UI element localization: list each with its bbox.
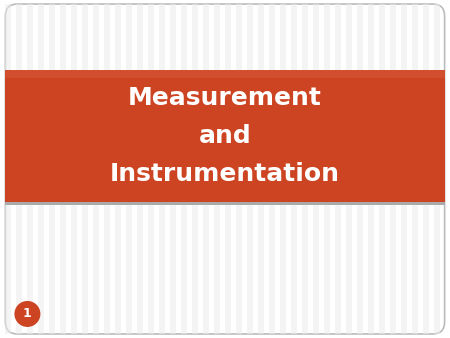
Bar <box>280 4 286 334</box>
Text: Measurement: Measurement <box>128 86 322 110</box>
Bar <box>5 202 445 204</box>
Bar <box>16 4 22 334</box>
Bar <box>346 4 352 334</box>
Bar <box>5 4 11 334</box>
Bar <box>104 4 110 334</box>
Bar <box>171 4 176 334</box>
Text: Instrumentation: Instrumentation <box>110 162 340 186</box>
Bar <box>126 4 132 334</box>
Bar <box>369 4 374 334</box>
Bar <box>148 4 154 334</box>
Bar <box>82 4 88 334</box>
Bar <box>248 4 253 334</box>
Bar <box>159 4 165 334</box>
Bar <box>324 4 330 334</box>
Bar <box>423 4 429 334</box>
Bar <box>60 4 66 334</box>
Bar <box>391 4 396 334</box>
Bar <box>115 4 121 334</box>
Bar <box>357 4 363 334</box>
Bar <box>5 70 445 202</box>
Bar <box>292 4 297 334</box>
Text: and: and <box>198 124 252 148</box>
Bar <box>72 4 77 334</box>
Bar <box>313 4 319 334</box>
Bar <box>335 4 341 334</box>
Bar <box>270 4 275 334</box>
Bar <box>50 4 55 334</box>
Text: 1: 1 <box>23 308 32 320</box>
Bar <box>193 4 198 334</box>
Bar <box>236 4 242 334</box>
Bar <box>181 4 187 334</box>
Bar <box>225 4 231 334</box>
Bar <box>137 4 143 334</box>
Bar <box>302 4 308 334</box>
Bar <box>27 4 33 334</box>
Bar <box>38 4 44 334</box>
Bar <box>203 4 209 334</box>
Bar <box>412 4 418 334</box>
Circle shape <box>14 301 40 327</box>
Bar <box>401 4 407 334</box>
Bar <box>214 4 220 334</box>
Bar <box>258 4 264 334</box>
Bar <box>94 4 99 334</box>
FancyBboxPatch shape <box>5 4 445 334</box>
Bar <box>379 4 385 334</box>
Bar <box>5 70 445 78</box>
Bar <box>434 4 440 334</box>
